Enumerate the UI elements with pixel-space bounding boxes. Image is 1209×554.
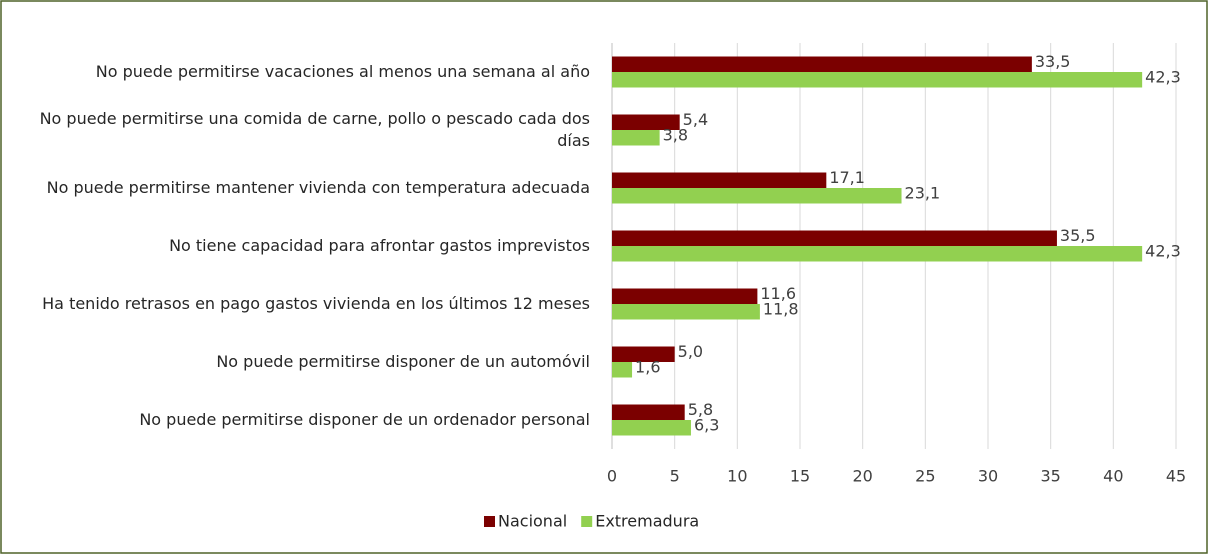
legend-swatch xyxy=(484,516,495,527)
y-tick-label: Ha tenido retrasos en pago gastos vivien… xyxy=(42,294,590,313)
bar xyxy=(612,304,760,320)
legend-swatch xyxy=(581,516,593,527)
bar xyxy=(612,404,685,420)
y-tick-label: No tiene capacidad para afrontar gastos … xyxy=(169,236,590,255)
bar xyxy=(612,130,660,146)
bar xyxy=(612,288,758,304)
y-tick-label: No puede permitirse vacaciones al menos … xyxy=(95,62,590,81)
data-label: 33,5 xyxy=(1035,52,1071,71)
data-label: 6,3 xyxy=(694,415,719,434)
y-tick-label: No puede permitirse disponer de un autom… xyxy=(216,352,590,371)
x-tick-label: 35 xyxy=(1040,467,1060,486)
legend-label: Nacional xyxy=(498,512,567,531)
data-label: 5,0 xyxy=(678,342,703,361)
x-tick-label: 10 xyxy=(727,467,747,486)
y-tick-label: No puede permitirse disponer de un orden… xyxy=(139,410,590,429)
data-label: 42,3 xyxy=(1145,67,1181,86)
bar xyxy=(612,362,633,378)
bar xyxy=(612,188,902,204)
x-tick-label: 30 xyxy=(978,467,998,486)
x-tick-label: 40 xyxy=(1103,467,1123,486)
data-label: 1,6 xyxy=(635,357,660,376)
data-label: 5,8 xyxy=(688,400,713,419)
bar xyxy=(612,172,827,188)
data-label: 17,1 xyxy=(829,168,865,187)
x-tick-label: 20 xyxy=(852,467,872,486)
data-label: 23,1 xyxy=(905,183,941,202)
bar xyxy=(612,246,1143,262)
bar xyxy=(612,230,1057,246)
bar xyxy=(612,114,680,130)
legend-label: Extremadura xyxy=(595,512,699,531)
x-tick-label: 0 xyxy=(607,467,617,486)
x-tick-label: 45 xyxy=(1166,467,1186,486)
data-label: 42,3 xyxy=(1145,241,1181,260)
data-label: 35,5 xyxy=(1060,226,1096,245)
x-tick-label: 25 xyxy=(915,467,935,486)
x-tick-label: 5 xyxy=(670,467,680,486)
data-label: 3,8 xyxy=(663,125,688,144)
bar xyxy=(612,346,675,362)
data-label: 11,8 xyxy=(763,299,799,318)
y-tick-label: No puede permitirse mantener vivienda co… xyxy=(46,178,590,197)
x-tick-label: 15 xyxy=(790,467,810,486)
data-label: 11,6 xyxy=(760,284,796,303)
bar xyxy=(612,420,691,436)
bar xyxy=(612,56,1032,72)
bar xyxy=(612,72,1143,88)
y-tick-label: No puede permitirse una comida de carne,… xyxy=(39,109,590,150)
data-label: 5,4 xyxy=(683,110,708,129)
